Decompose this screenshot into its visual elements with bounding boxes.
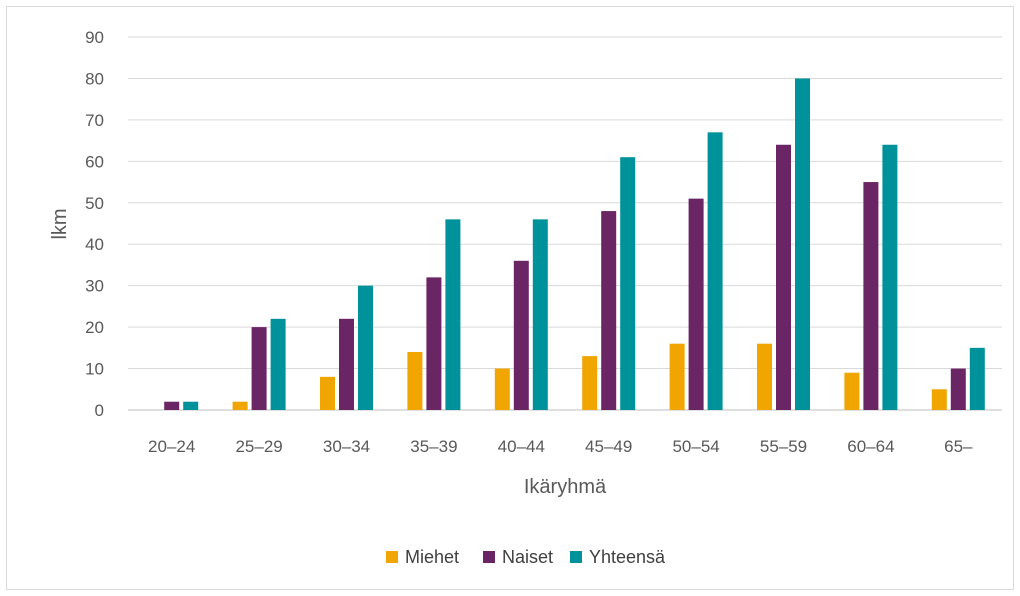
y-tick-label: 20 <box>85 318 104 337</box>
bar-naiset-8 <box>863 182 879 410</box>
bar-naiset-2 <box>339 318 354 410</box>
bar-naiset-5 <box>601 211 617 410</box>
legend-swatch <box>483 551 495 563</box>
x-tick-label: 25–29 <box>235 437 282 456</box>
bar-naiset-7 <box>776 144 791 410</box>
y-tick-label: 90 <box>85 28 104 47</box>
bar-naiset-1 <box>251 327 267 410</box>
bar-miehet-6 <box>669 343 685 410</box>
y-tick-label: 30 <box>85 277 104 296</box>
bar-miehet-1 <box>232 401 248 410</box>
y-tick-label: 10 <box>85 360 104 379</box>
bar-yhteensä-3 <box>445 219 461 410</box>
bar-naiset-3 <box>426 277 442 410</box>
y-axis-ticks: 0 10 20 30 40 50 60 70 80 90 <box>85 28 104 420</box>
bar-miehet-2 <box>320 376 335 410</box>
legend-swatch <box>570 551 582 563</box>
bar-yhteensä-7 <box>795 78 810 410</box>
bar-yhteensä-5 <box>620 157 636 410</box>
legend-label: Miehet <box>405 547 459 567</box>
bar-naiset-6 <box>688 198 704 410</box>
bar-yhteensä-0 <box>183 401 199 410</box>
bar-miehet-8 <box>844 372 860 410</box>
bar-miehet-9 <box>931 389 947 410</box>
legend-item-miehet: Miehet <box>386 547 459 567</box>
x-tick-label: 30–34 <box>323 437 370 456</box>
legend-item-yhteensä: Yhteensä <box>570 547 666 567</box>
y-tick-label: 40 <box>85 235 104 254</box>
bar-miehet-7 <box>757 343 772 410</box>
x-tick-label: 35–39 <box>410 437 457 456</box>
bar-yhteensä-1 <box>270 318 286 410</box>
bar-miehet-3 <box>407 351 423 410</box>
legend: Miehet Naiset Yhteensä <box>386 547 666 567</box>
y-tick-label: 80 <box>85 69 104 88</box>
bar-naiset-4 <box>513 260 529 410</box>
bars <box>164 78 985 411</box>
legend-label: Naiset <box>502 547 553 567</box>
bar-yhteensä-9 <box>969 347 985 410</box>
y-tick-label: 70 <box>85 111 104 130</box>
bar-yhteensä-8 <box>882 144 898 410</box>
x-tick-label: 50–54 <box>672 437 719 456</box>
x-tick-label: 60–64 <box>847 437 894 456</box>
bar-naiset-0 <box>164 401 180 410</box>
chart-frame <box>6 6 1014 590</box>
x-tick-label: 55–59 <box>760 437 807 456</box>
bar-miehet-5 <box>582 356 598 410</box>
y-tick-label: 50 <box>85 194 104 213</box>
x-tick-label: 20–24 <box>148 437 195 456</box>
bar-yhteensä-4 <box>532 219 548 410</box>
y-tick-label: 60 <box>85 152 104 171</box>
x-axis-title: Ikäryhmä <box>524 476 607 498</box>
legend-item-naiset: Naiset <box>483 547 553 567</box>
x-tick-label: 65– <box>944 437 973 456</box>
legend-label: Yhteensä <box>589 547 666 567</box>
y-tick-label: 0 <box>95 401 104 420</box>
bar-naiset-9 <box>950 368 966 410</box>
y-axis-title: lkm <box>49 208 71 239</box>
x-tick-label: 45–49 <box>585 437 632 456</box>
x-axis-ticks: 20–24 25–29 30–34 35–39 40–44 45–49 50–54 55–59… <box>148 437 973 456</box>
bar-miehet-4 <box>494 368 510 410</box>
legend-swatch <box>386 551 398 563</box>
x-tick-label: 40–44 <box>498 437 545 456</box>
bar-yhteensä-6 <box>707 132 723 411</box>
bar-yhteensä-2 <box>358 285 373 410</box>
